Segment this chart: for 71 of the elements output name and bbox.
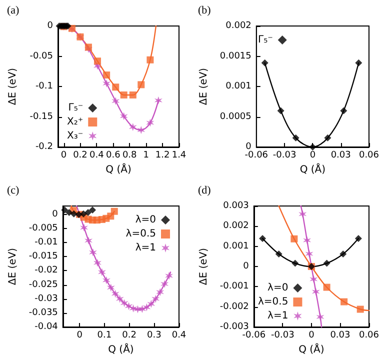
y-tick-label: -0.05 <box>30 51 53 62</box>
legend-label: λ=0.5 <box>126 228 156 240</box>
y-tick-label: 0 <box>47 21 54 31</box>
y-tick-label: -0.002 <box>220 302 249 312</box>
legend-label: λ=0 <box>135 214 156 226</box>
y-tick-label: -0.03 <box>34 294 58 304</box>
legend-label: λ=0 <box>268 282 288 294</box>
y-tick-label: -0.001 <box>220 282 249 292</box>
chart-title: (c) <box>7 184 20 196</box>
x-tick-label: 0 <box>308 330 315 340</box>
y-tick-label: -0.025 <box>28 280 58 290</box>
x-tick-label: 0 <box>310 150 316 160</box>
y-tick-label: 0.002 <box>223 221 249 232</box>
legend-label: λ=1 <box>135 242 156 254</box>
x-axis-title: Q (Å) <box>300 162 326 176</box>
y-tick-label: -0.015 <box>28 252 58 262</box>
y-tick-label: -0.02 <box>34 266 58 276</box>
y-axis-title: ΔE (eV) <box>8 68 18 106</box>
y-tick-label: 0.0015 <box>220 51 252 62</box>
y-tick-label: -0.035 <box>28 308 58 318</box>
x-tick-label: -0.03 <box>272 150 296 160</box>
x-tick-label: -0.06 <box>242 330 266 340</box>
legend-label: X₃⁻ <box>66 130 84 142</box>
y-tick-label: 0.0005 <box>220 112 252 122</box>
x-tick-label: 1.2 <box>155 150 170 160</box>
x-axis-title: Q (Å) <box>298 342 324 356</box>
y-tick-label: -0.04 <box>34 322 58 332</box>
y-tick-label: 0.001 <box>223 241 249 252</box>
x-axis-title: Q (Å) <box>106 162 132 176</box>
y-tick-label: 0.003 <box>223 201 249 211</box>
x-tick-label: 0.6 <box>106 150 121 160</box>
x-axis-title: Q (Å) <box>108 342 134 356</box>
y-tick-label: 0 <box>52 209 58 220</box>
y-tick-label: -0.15 <box>30 112 53 122</box>
x-tick-label: 0 <box>76 330 83 340</box>
x-tick-label: 0.06 <box>358 150 380 160</box>
chart-title: (a) <box>7 4 20 16</box>
y-tick-label: 0 <box>246 142 252 152</box>
x-tick-label: -0.03 <box>271 330 294 340</box>
legend-label: Γ₅⁻ <box>68 102 84 114</box>
x-tick-label: 1.4 <box>172 150 186 160</box>
y-tick-label: 0.001 <box>226 82 252 92</box>
x-tick-label: 0.4 <box>172 330 186 340</box>
y-tick-label: -0.1 <box>35 82 53 92</box>
legend-label: X₂⁺ <box>66 116 84 128</box>
x-tick-label: 0.8 <box>122 150 138 160</box>
x-tick-label: 0.3 <box>146 330 162 340</box>
y-tick-label: -0.2 <box>35 142 53 152</box>
x-tick-label: 0.03 <box>330 330 350 340</box>
x-tick-label: 0 <box>60 150 67 160</box>
legend-label: λ=0.5 <box>258 296 288 308</box>
chart-title: (b) <box>198 4 212 16</box>
y-axis-title: ΔE (eV) <box>198 248 210 286</box>
y-axis-title: ΔE (eV) <box>8 248 18 286</box>
x-tick-label: 0.2 <box>122 330 136 340</box>
y-tick-label: -0.003 <box>220 322 249 332</box>
x-tick-label: 1 <box>143 150 149 160</box>
y-tick-label: -0.01 <box>34 238 58 248</box>
x-tick-label: 0.1 <box>97 330 112 340</box>
x-tick-label: 0.2 <box>73 150 88 160</box>
legend-label: Γ₅⁻ <box>258 34 273 46</box>
x-tick-label: -0.06 <box>244 150 268 160</box>
legend-label: λ=1 <box>268 310 288 322</box>
x-tick-label: 0.03 <box>330 150 351 160</box>
y-axis-title: ΔE (eV) <box>198 68 210 106</box>
x-tick-label: 0.06 <box>358 330 380 340</box>
y-tick-label: 0.002 <box>226 21 252 31</box>
y-tick-label: 0 <box>243 262 250 272</box>
x-tick-label: 0.4 <box>90 150 104 160</box>
chart-title: (d) <box>198 184 212 196</box>
y-tick-label: -0.005 <box>28 224 58 234</box>
